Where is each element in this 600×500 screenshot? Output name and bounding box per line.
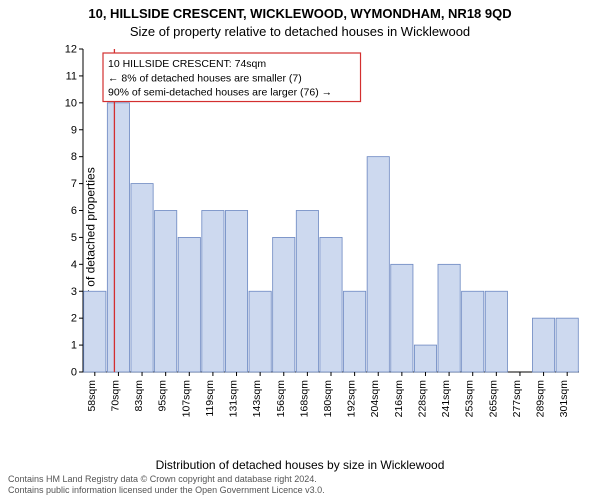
annotation-line: ← 8% of detached houses are smaller (7) bbox=[108, 72, 302, 84]
svg-text:1: 1 bbox=[71, 340, 77, 352]
footer-text: Contains HM Land Registry data © Crown c… bbox=[8, 474, 592, 497]
histogram-bar bbox=[367, 157, 389, 372]
histogram-bar bbox=[225, 211, 247, 373]
svg-text:9: 9 bbox=[71, 124, 77, 136]
histogram-bar bbox=[249, 291, 271, 372]
histogram-bar bbox=[532, 318, 554, 372]
histogram-bar bbox=[438, 264, 460, 372]
footer-line1: Contains HM Land Registry data © Crown c… bbox=[8, 474, 592, 485]
histogram-bar bbox=[202, 211, 224, 373]
chart-title-line2: Size of property relative to detached ho… bbox=[0, 24, 600, 39]
svg-text:216sqm: 216sqm bbox=[393, 380, 405, 418]
svg-text:253sqm: 253sqm bbox=[464, 380, 476, 418]
svg-text:301sqm: 301sqm bbox=[558, 380, 570, 418]
histogram-bar bbox=[344, 291, 366, 372]
svg-text:4: 4 bbox=[71, 259, 77, 271]
histogram-bar bbox=[131, 184, 153, 372]
svg-text:95sqm: 95sqm bbox=[157, 380, 169, 412]
histogram-bar bbox=[296, 211, 318, 373]
histogram-bar bbox=[485, 291, 507, 372]
histogram-bar bbox=[391, 264, 413, 372]
svg-text:8: 8 bbox=[71, 151, 77, 163]
svg-text:2: 2 bbox=[71, 313, 77, 325]
svg-text:7: 7 bbox=[71, 178, 77, 190]
svg-text:180sqm: 180sqm bbox=[322, 380, 334, 418]
svg-text:131sqm: 131sqm bbox=[228, 380, 240, 418]
x-axis-label: Distribution of detached houses by size … bbox=[0, 458, 600, 472]
svg-text:204sqm: 204sqm bbox=[369, 380, 381, 418]
histogram-bar bbox=[178, 237, 200, 372]
svg-text:12: 12 bbox=[65, 45, 77, 56]
histogram-bar bbox=[84, 291, 106, 372]
histogram-bar bbox=[273, 237, 295, 372]
svg-text:265sqm: 265sqm bbox=[487, 380, 499, 418]
annotation-line: 90% of semi-detached houses are larger (… bbox=[108, 87, 332, 99]
svg-text:143sqm: 143sqm bbox=[251, 380, 263, 418]
svg-text:156sqm: 156sqm bbox=[275, 380, 287, 418]
svg-text:168sqm: 168sqm bbox=[298, 380, 310, 418]
annotation-line: 10 HILLSIDE CRESCENT: 74sqm bbox=[108, 58, 266, 70]
svg-text:277sqm: 277sqm bbox=[511, 380, 523, 418]
svg-text:192sqm: 192sqm bbox=[346, 380, 358, 418]
svg-text:119sqm: 119sqm bbox=[204, 380, 216, 417]
histogram-bar bbox=[107, 103, 129, 372]
histogram-bar bbox=[556, 318, 578, 372]
histogram-bar bbox=[155, 211, 177, 373]
svg-text:6: 6 bbox=[71, 205, 77, 217]
histogram-chart: 012345678910111258sqm70sqm83sqm95sqm107s… bbox=[55, 45, 585, 420]
svg-text:58sqm: 58sqm bbox=[86, 380, 98, 412]
plot-area: 012345678910111258sqm70sqm83sqm95sqm107s… bbox=[55, 45, 585, 420]
svg-text:10: 10 bbox=[65, 97, 77, 109]
svg-text:70sqm: 70sqm bbox=[109, 380, 121, 412]
histogram-bar bbox=[462, 291, 484, 372]
svg-text:289sqm: 289sqm bbox=[535, 380, 547, 418]
svg-text:5: 5 bbox=[71, 232, 77, 244]
chart-container: 10, HILLSIDE CRESCENT, WICKLEWOOD, WYMON… bbox=[0, 0, 600, 500]
svg-text:83sqm: 83sqm bbox=[133, 380, 145, 412]
svg-text:0: 0 bbox=[71, 367, 77, 379]
chart-title-line1: 10, HILLSIDE CRESCENT, WICKLEWOOD, WYMON… bbox=[0, 6, 600, 21]
svg-text:11: 11 bbox=[66, 70, 77, 82]
footer-line2: Contains public information licensed und… bbox=[8, 485, 592, 496]
svg-text:3: 3 bbox=[71, 286, 77, 298]
histogram-bar bbox=[414, 345, 436, 372]
svg-text:228sqm: 228sqm bbox=[416, 380, 428, 418]
svg-text:241sqm: 241sqm bbox=[440, 380, 452, 418]
svg-text:107sqm: 107sqm bbox=[180, 380, 192, 418]
histogram-bar bbox=[320, 237, 342, 372]
